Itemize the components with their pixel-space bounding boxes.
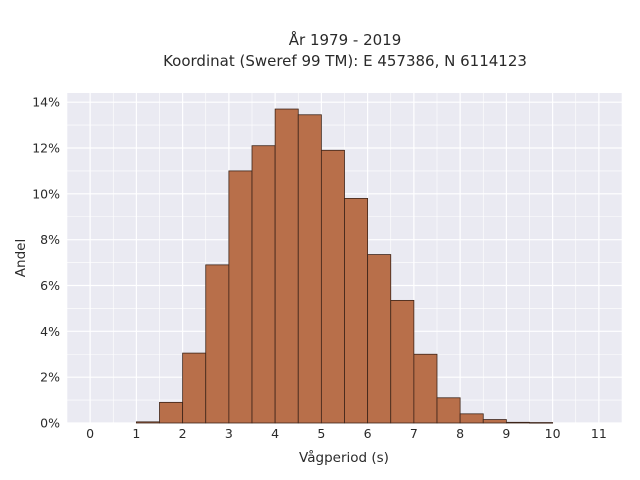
x-axis-label: Vågperiod (s) xyxy=(299,449,389,466)
x-tick-labels: 0 1 2 3 4 5 6 7 8 9 10 11 xyxy=(86,426,607,441)
y-tick-label: 8% xyxy=(40,232,60,247)
x-tick-label: 9 xyxy=(502,426,510,441)
y-tick-label: 4% xyxy=(40,324,60,339)
x-tick-label: 0 xyxy=(86,426,94,441)
y-tick-label: 10% xyxy=(32,186,60,201)
y-tick-label: 14% xyxy=(32,95,60,110)
histogram-bar xyxy=(228,170,253,424)
x-tick-label: 7 xyxy=(410,426,418,441)
y-tick-label: 2% xyxy=(40,370,60,385)
x-tick-label: 3 xyxy=(225,426,233,441)
histogram-bar xyxy=(390,299,415,424)
y-axis-label: Andel xyxy=(13,239,29,277)
histogram-bar xyxy=(459,413,484,424)
histogram-bar xyxy=(436,397,461,424)
x-tick-label: 6 xyxy=(364,426,372,441)
histogram-bar xyxy=(344,198,369,424)
histogram-bar xyxy=(505,421,530,424)
histogram-bar xyxy=(205,264,230,424)
x-tick-label: 8 xyxy=(456,426,464,441)
histogram-bar xyxy=(297,114,322,424)
histogram-bar xyxy=(482,419,507,424)
histogram-bar xyxy=(413,353,438,424)
x-tick-label: 4 xyxy=(271,426,279,441)
histogram-bar xyxy=(182,352,207,424)
x-tick-label: 5 xyxy=(317,426,325,441)
histogram-bar xyxy=(274,108,299,424)
x-tick-label: 10 xyxy=(545,426,561,441)
histogram-bars xyxy=(135,108,554,424)
x-tick-label: 11 xyxy=(591,426,607,441)
y-tick-label: 6% xyxy=(40,278,60,293)
histogram-bar xyxy=(367,254,392,424)
chart-title-line2: Koordinat (Sweref 99 TM): E 457386, N 61… xyxy=(163,52,527,70)
histogram-bar xyxy=(529,422,554,424)
histogram-bar xyxy=(135,421,160,424)
y-tick-label: 0% xyxy=(40,416,60,431)
histogram-bar xyxy=(159,401,184,424)
chart-title-line1: År 1979 - 2019 xyxy=(289,30,402,49)
histogram-bar xyxy=(320,149,345,424)
x-tick-label: 2 xyxy=(179,426,187,441)
x-tick-label: 1 xyxy=(132,426,140,441)
histogram-bar xyxy=(251,145,276,424)
y-tick-label: 12% xyxy=(32,141,60,156)
y-tick-labels: 0% 2% 4% 6% 8% 10% 12% 14% xyxy=(32,95,60,431)
